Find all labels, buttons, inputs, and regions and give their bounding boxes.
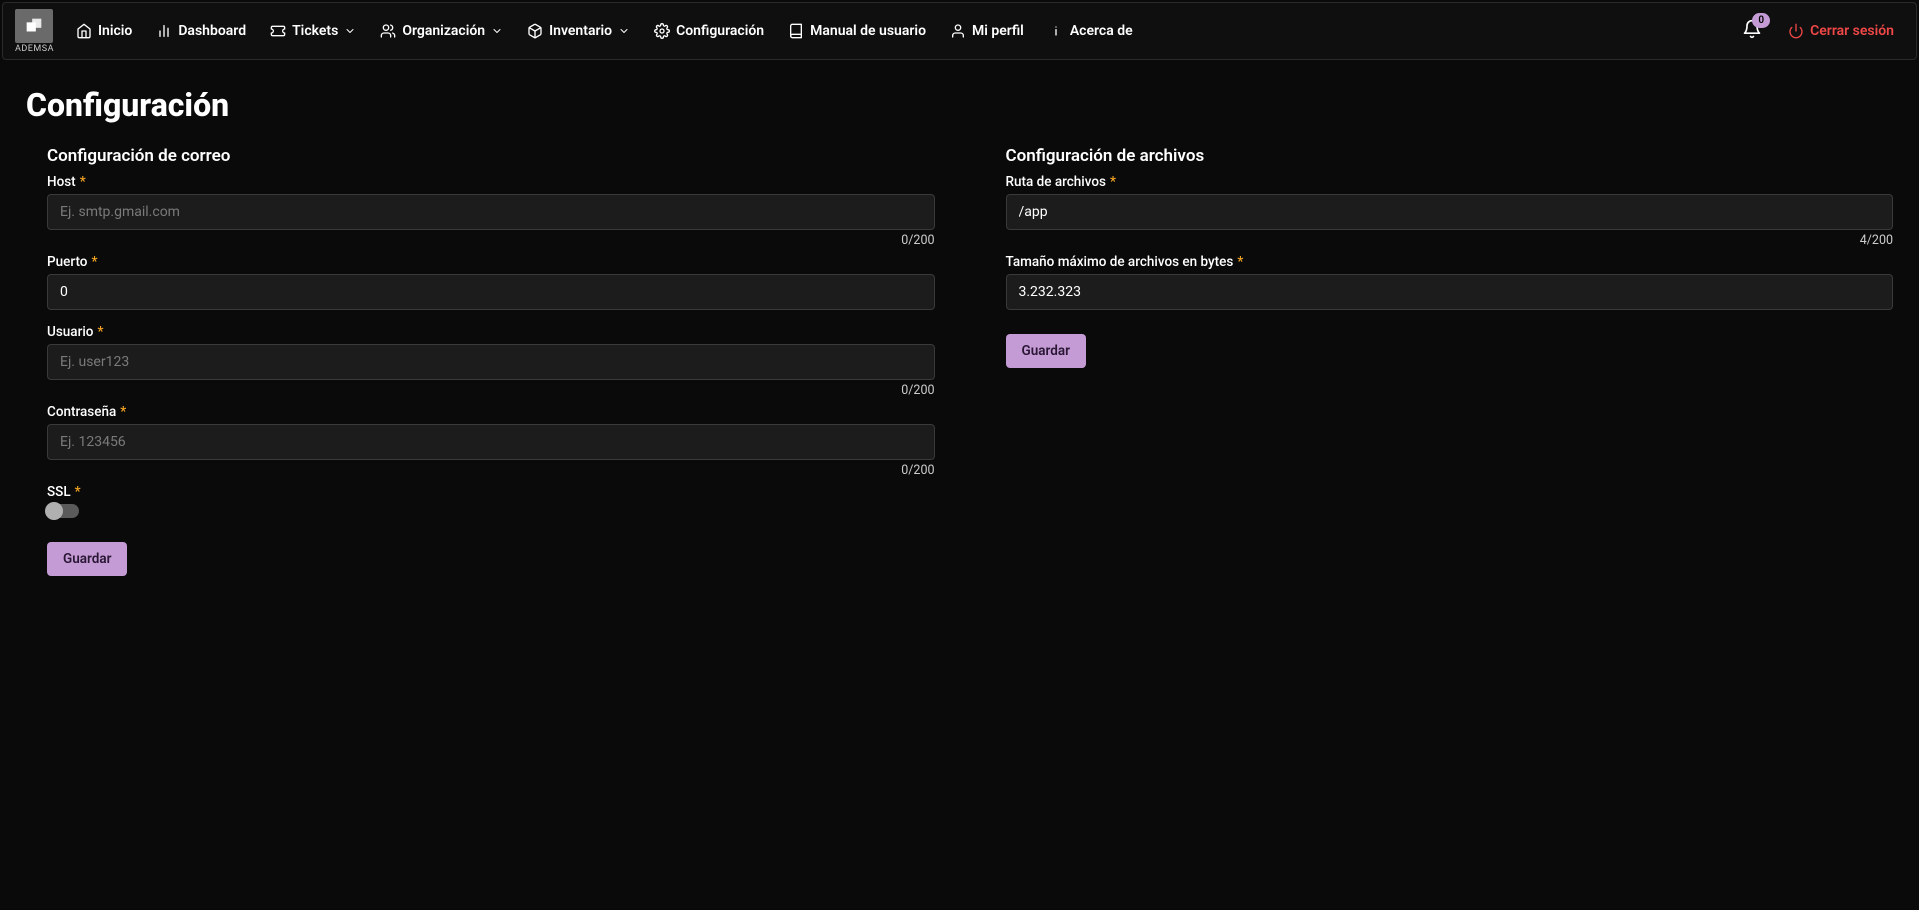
nav-items: Inicio Dashboard Tickets Organización In… bbox=[66, 15, 1143, 47]
nav-item-organizacion[interactable]: Organización bbox=[370, 15, 513, 47]
content: Configuración Configuración de correo Ho… bbox=[0, 62, 1919, 600]
logo-text: ADEMSA bbox=[15, 44, 54, 54]
tamano-input[interactable] bbox=[1006, 274, 1894, 310]
required-mark: * bbox=[91, 254, 97, 270]
toggle-thumb bbox=[45, 502, 63, 520]
nav-item-acerca[interactable]: Acerca de bbox=[1038, 15, 1143, 47]
chevron-down-icon bbox=[344, 25, 356, 37]
usuario-label: Usuario * bbox=[47, 324, 935, 340]
contrasena-input[interactable] bbox=[47, 424, 935, 460]
required-mark: * bbox=[1110, 174, 1116, 190]
nav-label: Tickets bbox=[292, 23, 338, 39]
puerto-label: Puerto * bbox=[47, 254, 935, 270]
usuario-counter: 0/200 bbox=[47, 383, 935, 398]
ticket-icon bbox=[270, 23, 286, 39]
host-input[interactable] bbox=[47, 194, 935, 230]
archivos-save-button[interactable]: Guardar bbox=[1006, 334, 1086, 368]
nav-item-inventario[interactable]: Inventario bbox=[517, 15, 640, 47]
required-mark: * bbox=[75, 484, 81, 500]
required-mark: * bbox=[97, 324, 103, 340]
notifications-button[interactable]: 0 bbox=[1742, 19, 1762, 43]
nav-label: Inventario bbox=[549, 23, 612, 39]
user-icon bbox=[950, 23, 966, 39]
required-mark: * bbox=[120, 404, 126, 420]
puerto-group: Puerto * bbox=[26, 254, 935, 310]
logout-label: Cerrar sesión bbox=[1810, 23, 1894, 39]
correo-title: Configuración de correo bbox=[26, 146, 935, 166]
nav-right: 0 Cerrar sesión bbox=[1742, 15, 1904, 47]
archivos-section: Configuración de archivos Ruta de archiv… bbox=[985, 146, 1894, 576]
page-title: Configuración bbox=[26, 86, 1893, 124]
navbar: ADEMSA Inicio Dashboard Tickets Organiza… bbox=[2, 2, 1917, 60]
nav-label: Mi perfil bbox=[972, 23, 1024, 39]
logo-box-icon bbox=[15, 9, 53, 43]
org-icon bbox=[380, 23, 396, 39]
home-icon bbox=[76, 23, 92, 39]
required-mark: * bbox=[80, 174, 86, 190]
gear-icon bbox=[654, 23, 670, 39]
ruta-counter: 4/200 bbox=[1006, 233, 1894, 248]
archivos-title: Configuración de archivos bbox=[985, 146, 1894, 166]
nav-item-manual[interactable]: Manual de usuario bbox=[778, 15, 936, 47]
book-icon bbox=[788, 23, 804, 39]
contrasena-label: Contraseña * bbox=[47, 404, 935, 420]
nav-item-inicio[interactable]: Inicio bbox=[66, 15, 142, 47]
nav-label: Inicio bbox=[98, 23, 132, 39]
nav-item-dashboard[interactable]: Dashboard bbox=[146, 15, 256, 47]
ssl-group: SSL * bbox=[26, 484, 935, 518]
logout-button[interactable]: Cerrar sesión bbox=[1778, 15, 1904, 47]
logo[interactable]: ADEMSA bbox=[15, 9, 54, 54]
notification-badge: 0 bbox=[1752, 13, 1770, 28]
puerto-input[interactable] bbox=[47, 274, 935, 310]
nav-item-configuracion[interactable]: Configuración bbox=[644, 15, 774, 47]
ruta-label: Ruta de archivos * bbox=[1006, 174, 1894, 190]
correo-section: Configuración de correo Host * 0/200 Pue… bbox=[26, 146, 935, 576]
ssl-toggle[interactable] bbox=[47, 504, 79, 518]
info-icon bbox=[1048, 23, 1064, 39]
power-icon bbox=[1788, 23, 1804, 39]
nav-label: Configuración bbox=[676, 23, 764, 39]
host-label: Host * bbox=[47, 174, 935, 190]
chevron-down-icon bbox=[491, 25, 503, 37]
tamano-label: Tamaño máximo de archivos en bytes * bbox=[1006, 254, 1894, 270]
ssl-label: SSL * bbox=[47, 484, 935, 500]
correo-save-button[interactable]: Guardar bbox=[47, 542, 127, 576]
nav-item-tickets[interactable]: Tickets bbox=[260, 15, 366, 47]
tamano-group: Tamaño máximo de archivos en bytes * bbox=[985, 254, 1894, 310]
ruta-input[interactable] bbox=[1006, 194, 1894, 230]
nav-label: Acerca de bbox=[1070, 23, 1133, 39]
nav-label: Dashboard bbox=[178, 23, 246, 39]
columns: Configuración de correo Host * 0/200 Pue… bbox=[26, 146, 1893, 576]
usuario-input[interactable] bbox=[47, 344, 935, 380]
nav-label: Organización bbox=[402, 23, 485, 39]
chevron-down-icon bbox=[618, 25, 630, 37]
usuario-group: Usuario * 0/200 bbox=[26, 324, 935, 398]
host-group: Host * 0/200 bbox=[26, 174, 935, 248]
chart-icon bbox=[156, 23, 172, 39]
ruta-group: Ruta de archivos * 4/200 bbox=[985, 174, 1894, 248]
host-counter: 0/200 bbox=[47, 233, 935, 248]
contrasena-group: Contraseña * 0/200 bbox=[26, 404, 935, 478]
box-icon bbox=[527, 23, 543, 39]
required-mark: * bbox=[1237, 254, 1243, 270]
nav-item-perfil[interactable]: Mi perfil bbox=[940, 15, 1034, 47]
nav-label: Manual de usuario bbox=[810, 23, 926, 39]
contrasena-counter: 0/200 bbox=[47, 463, 935, 478]
